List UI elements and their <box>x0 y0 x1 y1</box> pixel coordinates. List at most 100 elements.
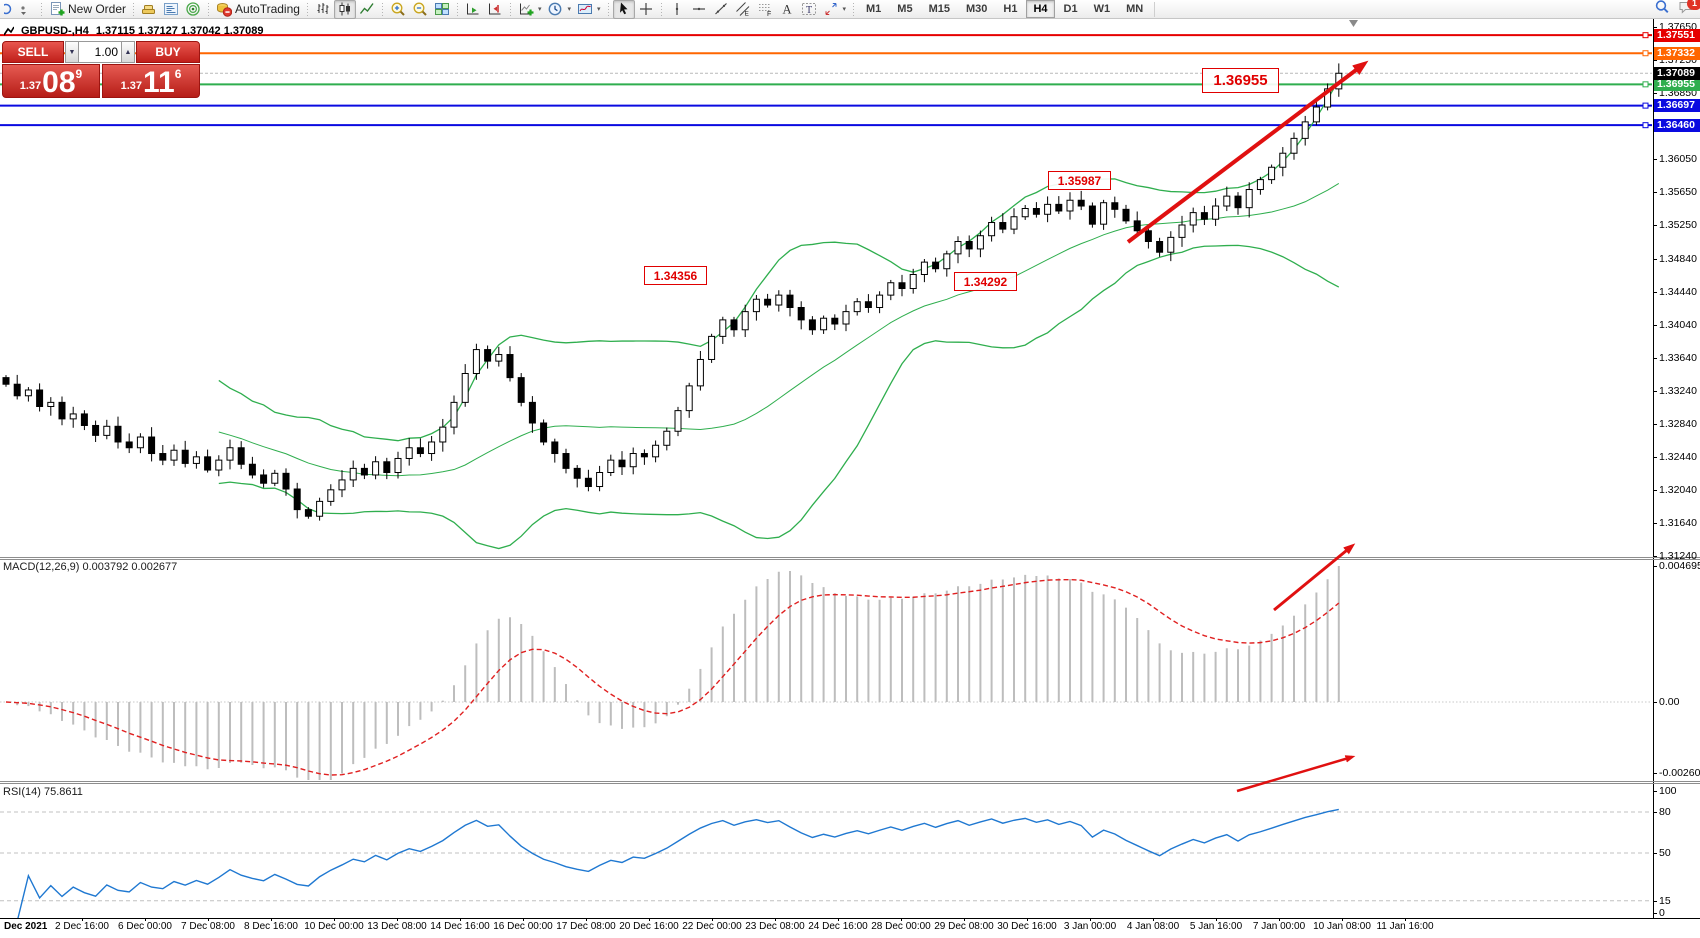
templates-dropdown-arrow[interactable]: ▾ <box>596 6 601 13</box>
candle-body <box>820 317 828 331</box>
line-handle <box>1642 50 1649 57</box>
candle-body <box>988 222 996 237</box>
auto-scroll-icon-button[interactable] <box>462 0 484 19</box>
fibonacci-icon-button[interactable]: F <box>754 0 776 19</box>
price-annotation[interactable]: 1.34292 <box>954 272 1017 291</box>
timeframe-w1-button[interactable]: W1 <box>1093 3 1111 15</box>
buy-button[interactable]: BUY <box>136 41 200 63</box>
candle-body <box>1256 179 1264 191</box>
macd-pane <box>0 566 1652 780</box>
vertical-line-icon-button[interactable] <box>666 0 688 19</box>
timeframe-h1-button[interactable]: H1 <box>1003 3 1018 15</box>
candlestick-chart-icon-button[interactable] <box>333 0 356 19</box>
candle-body <box>304 509 312 517</box>
toolbar-grip[interactable] <box>206 2 212 16</box>
chat-icon[interactable]: 1 <box>1678 0 1700 20</box>
text-icon-button[interactable]: A <box>776 0 798 19</box>
horizontal-line-icon-button[interactable] <box>688 0 710 19</box>
indicators-dropdown-arrow[interactable]: ▾ <box>537 6 542 13</box>
market-depth-icon-button[interactable] <box>160 0 182 19</box>
periods-icon-button[interactable]: ▾ <box>544 0 574 19</box>
arrows-dropdown-arrow[interactable]: ▾ <box>842 6 847 13</box>
candle-body <box>428 441 436 455</box>
timeframe-m5-button[interactable]: M5 <box>897 3 913 15</box>
toolbar-grip[interactable] <box>605 2 611 16</box>
timeframe-m15-button[interactable]: M15 <box>928 3 950 15</box>
candle-body <box>562 453 570 469</box>
clipped-magnifier-icon-button[interactable] <box>1 0 15 19</box>
toolbar-grip[interactable] <box>851 2 857 16</box>
candle-body <box>831 317 839 325</box>
line-chart-icon-button[interactable] <box>356 0 378 19</box>
volume-input[interactable]: 1.00 <box>79 41 121 63</box>
candle-body <box>1245 189 1253 209</box>
candle-body <box>786 294 794 308</box>
templates-icon-button[interactable]: ▾ <box>574 0 604 19</box>
candle-body <box>69 413 77 420</box>
zoom-out-icon-button[interactable] <box>409 0 431 19</box>
ohlc-values: 1.37115 1.37127 1.37042 1.37089 <box>95 25 264 37</box>
candle-body <box>864 301 872 309</box>
toolbar-grip[interactable] <box>379 2 385 16</box>
candle-body <box>887 282 895 296</box>
new-order-button[interactable]: New Order <box>46 0 129 19</box>
chart-shift-icon-button[interactable] <box>484 0 506 19</box>
text-label-icon-button[interactable]: T <box>798 0 820 19</box>
buy-price-display[interactable]: 1.37 11 6 <box>102 64 200 98</box>
sell-price-big: 08 <box>42 66 76 99</box>
candle-body <box>36 389 44 407</box>
candle-body <box>204 456 212 471</box>
indicators-icon-button[interactable]: ▾ <box>515 0 545 19</box>
svg-text:A: A <box>782 3 791 17</box>
line-handle <box>1642 32 1649 39</box>
bollinger-band <box>218 244 1340 550</box>
toolbar-grip[interactable] <box>658 2 664 16</box>
cursor-icon-button[interactable] <box>612 0 635 19</box>
price-annotation[interactable]: 1.36955 <box>1202 68 1279 93</box>
candle-body <box>1122 208 1130 222</box>
equidistant-channel-icon-button[interactable]: E <box>732 0 754 19</box>
price-annotation[interactable]: 1.35987 <box>1048 171 1111 190</box>
equidistant-channel-icon: E <box>735 1 751 17</box>
gold-icon-button[interactable] <box>138 0 160 19</box>
bar-chart-icon-button[interactable] <box>312 0 334 19</box>
toolbar-grip[interactable] <box>304 2 310 16</box>
horizontal-line-icon <box>691 1 707 17</box>
candle-body <box>1077 199 1085 207</box>
candle-body <box>708 335 716 360</box>
signals-icon-button[interactable] <box>182 0 204 19</box>
autotrading-button[interactable]: AutoTrading <box>213 0 303 19</box>
tile-windows-icon-button[interactable] <box>431 0 453 19</box>
timeframe-h4-button[interactable]: H4 <box>1026 0 1055 18</box>
candle-body <box>92 424 100 436</box>
price-annotation[interactable]: 1.34356 <box>644 266 707 285</box>
crosshair-icon-button[interactable] <box>635 0 657 19</box>
timeframe-mn-button[interactable]: MN <box>1126 3 1144 15</box>
trendline-icon-button[interactable] <box>710 0 732 19</box>
sell-button[interactable]: SELL <box>2 41 64 63</box>
candlestick-chart-icon <box>337 1 353 17</box>
volume-decrease-button[interactable]: ▼ <box>65 41 79 63</box>
timeframe-d1-button[interactable]: D1 <box>1063 3 1078 15</box>
search-icon[interactable] <box>1654 0 1670 20</box>
timeframe-m1-button[interactable]: M1 <box>866 3 882 15</box>
line-handle <box>1642 102 1649 109</box>
cursor-icon <box>616 1 632 17</box>
sell-price-display[interactable]: 1.37 08 9 <box>2 64 100 98</box>
toolbar-grip[interactable] <box>131 2 137 16</box>
toolbar-grip[interactable] <box>39 2 44 16</box>
periods-dropdown-arrow[interactable]: ▾ <box>567 6 571 13</box>
timeframe-m30-button[interactable]: M30 <box>965 3 988 15</box>
line-chart-icon <box>359 1 375 17</box>
arrows-icon-button[interactable]: ▾ <box>820 0 850 19</box>
toolbar-grip[interactable] <box>507 2 513 16</box>
zoom-in-icon-button[interactable] <box>387 0 409 19</box>
candle-body <box>954 241 962 255</box>
main-toolbar: New Order AutoTrading ▾ ▾ ▾ E F A T ▾ M1 M5 M15 M30 H1… <box>0 0 1700 19</box>
toolbar-grip[interactable] <box>454 2 460 16</box>
chart-menu-caret-icon-button[interactable] <box>15 0 37 19</box>
candle-body <box>1021 208 1029 218</box>
volume-increase-button[interactable]: ▲ <box>121 41 135 63</box>
